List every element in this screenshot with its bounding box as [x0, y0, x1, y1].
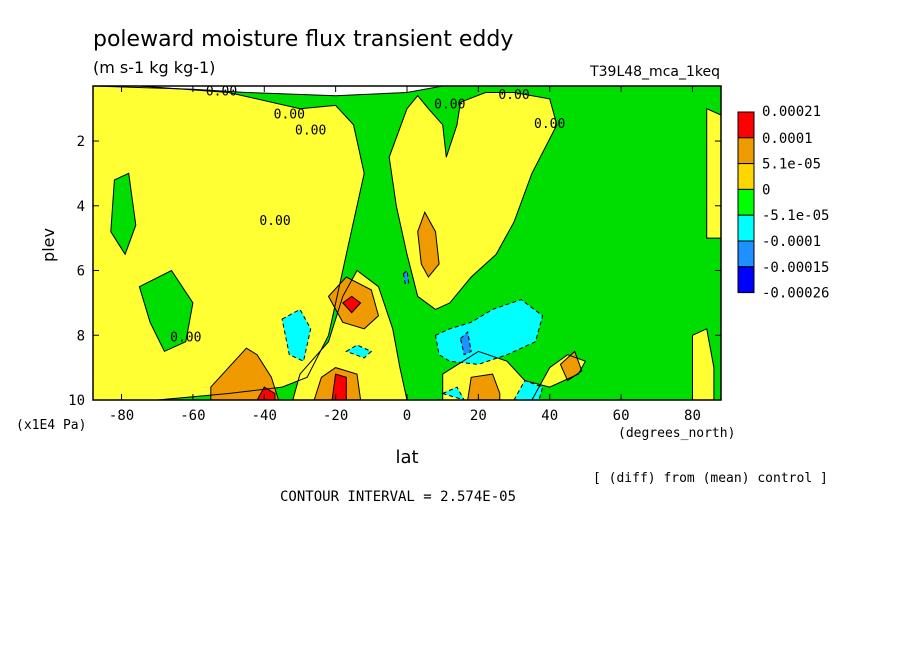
- region-cyan-18: [282, 309, 311, 362]
- y-tick-label: 2: [77, 134, 85, 150]
- contour-line-19: [345, 344, 373, 359]
- x-tick-label: -80: [109, 408, 134, 424]
- colorbar-label: -0.0001: [762, 234, 821, 250]
- contour-label: 0.00: [498, 88, 529, 103]
- colorbar-label: 0: [762, 182, 770, 198]
- region-red-17: [257, 387, 275, 400]
- contour-label: 0.00: [434, 98, 465, 113]
- region-yellow-5: [692, 328, 714, 400]
- colorbar-label: 0.00021: [762, 104, 821, 120]
- y-axis-label: plev: [39, 228, 58, 262]
- contour-line-2: [292, 269, 408, 400]
- region-red-15: [342, 296, 361, 313]
- x-tick-label: -20: [323, 408, 348, 424]
- colorbar-swatch: [737, 137, 755, 165]
- contour-line-4: [442, 350, 587, 400]
- x-tick-label: 40: [541, 408, 558, 424]
- colorbar-label: -0.00026: [762, 286, 829, 302]
- colorbar-swatch: [737, 214, 755, 242]
- region-cyan-19: [346, 345, 372, 358]
- chart-title: poleward moisture flux transient eddy: [93, 27, 513, 52]
- diff-note: [ (diff) from (mean) control ]: [593, 471, 828, 486]
- x-tick-label: 60: [613, 408, 630, 424]
- x-tick-label: 20: [470, 408, 487, 424]
- contour-label: 0.00: [274, 107, 305, 122]
- contour-line-15: [342, 295, 362, 314]
- contour-line-13: [467, 373, 501, 400]
- colorbar-label: -5.1e-05: [762, 208, 829, 224]
- contour-line-11: [327, 276, 380, 330]
- x-tick-label: -60: [180, 408, 205, 424]
- contour-lines: [93, 86, 721, 400]
- chart-units: (m s-1 kg kg-1): [93, 58, 215, 77]
- y-tick-label: 10: [68, 393, 85, 409]
- contour-line-6: [706, 107, 721, 239]
- contour-line-17: [256, 386, 276, 400]
- contour-line-5: [692, 328, 715, 400]
- contour-label: 0.00: [170, 331, 201, 346]
- colorbar-swatch: [737, 266, 755, 294]
- region-orange-12: [417, 212, 440, 277]
- y-tick-label: 4: [77, 199, 85, 215]
- colorbar-swatch: [737, 163, 755, 190]
- run-label: T39L48_mca_1keq: [589, 64, 720, 80]
- contour-line-22: [513, 379, 544, 400]
- region-green-8: [110, 173, 136, 255]
- colorbar-label: -0.00015: [762, 260, 829, 276]
- x-tick-label: 0: [403, 408, 411, 424]
- region-yellow-6: [706, 108, 721, 239]
- y-axis-units: (x1E4 Pa): [16, 418, 86, 433]
- x-tick-label: -40: [252, 408, 277, 424]
- region-green-7: [139, 270, 193, 352]
- contour-line-18: [281, 308, 312, 362]
- contour-line-23: [459, 331, 472, 356]
- colorbar-swatch: [737, 240, 755, 268]
- x-axis-label: lat: [395, 447, 418, 468]
- y-axis-ticks: 2 4 6 8 10: [68, 134, 721, 409]
- contour-line-9: [210, 347, 280, 400]
- contour-line-14: [559, 350, 583, 382]
- colorbar-label: 0.0001: [762, 131, 813, 147]
- contour-label: 0.00: [534, 117, 565, 132]
- y-tick-label: 6: [77, 264, 85, 280]
- contour-line-16: [331, 373, 347, 400]
- contour-line-7: [138, 269, 194, 353]
- plot-area: [93, 86, 721, 400]
- colorbar-swatch: [737, 188, 755, 216]
- contour-line-1: [93, 86, 365, 400]
- y-tick-label: 8: [77, 328, 85, 344]
- contour-line-10: [313, 367, 362, 400]
- contour-line-20: [434, 299, 544, 365]
- region-orange-9: [210, 348, 279, 400]
- colorbar: 0.00021 0.0001 5.1e-05 0 -5.1e-05 -0.0001 -0.0…: [737, 104, 829, 302]
- region-orange-14: [560, 351, 582, 381]
- contour-interval: CONTOUR INTERVAL = 2.574E-05: [280, 489, 516, 505]
- contour-line-21: [441, 386, 465, 400]
- colorbar-swatch: [737, 111, 755, 139]
- contour-labels: 0.00 0.00 0.00 0.00 0.00 0.00 0.00 0.00: [170, 85, 565, 346]
- x-axis-ticks: -80 -60 -40 -20 0 20 40 60 80: [109, 86, 701, 424]
- region-cyan-22: [514, 380, 543, 400]
- contour-line-12: [417, 210, 440, 278]
- region-cyan-21: [442, 387, 465, 400]
- contour-label: 0.00: [259, 214, 290, 229]
- x-tick-label: 80: [684, 408, 701, 424]
- contour-line-0: [93, 86, 721, 400]
- region-orange-13: [467, 374, 500, 400]
- region-red-16: [332, 374, 347, 400]
- contour-label: 0.00: [295, 124, 326, 139]
- region-yellow-2: [292, 270, 407, 400]
- contour-label: 0.00: [206, 85, 237, 100]
- contour-line-8: [110, 172, 137, 256]
- contour-line-24: [402, 269, 410, 284]
- colorbar-label: 5.1e-05: [762, 157, 821, 173]
- contour-line-3: [388, 92, 558, 310]
- x-axis-units: (degrees_north): [618, 426, 735, 441]
